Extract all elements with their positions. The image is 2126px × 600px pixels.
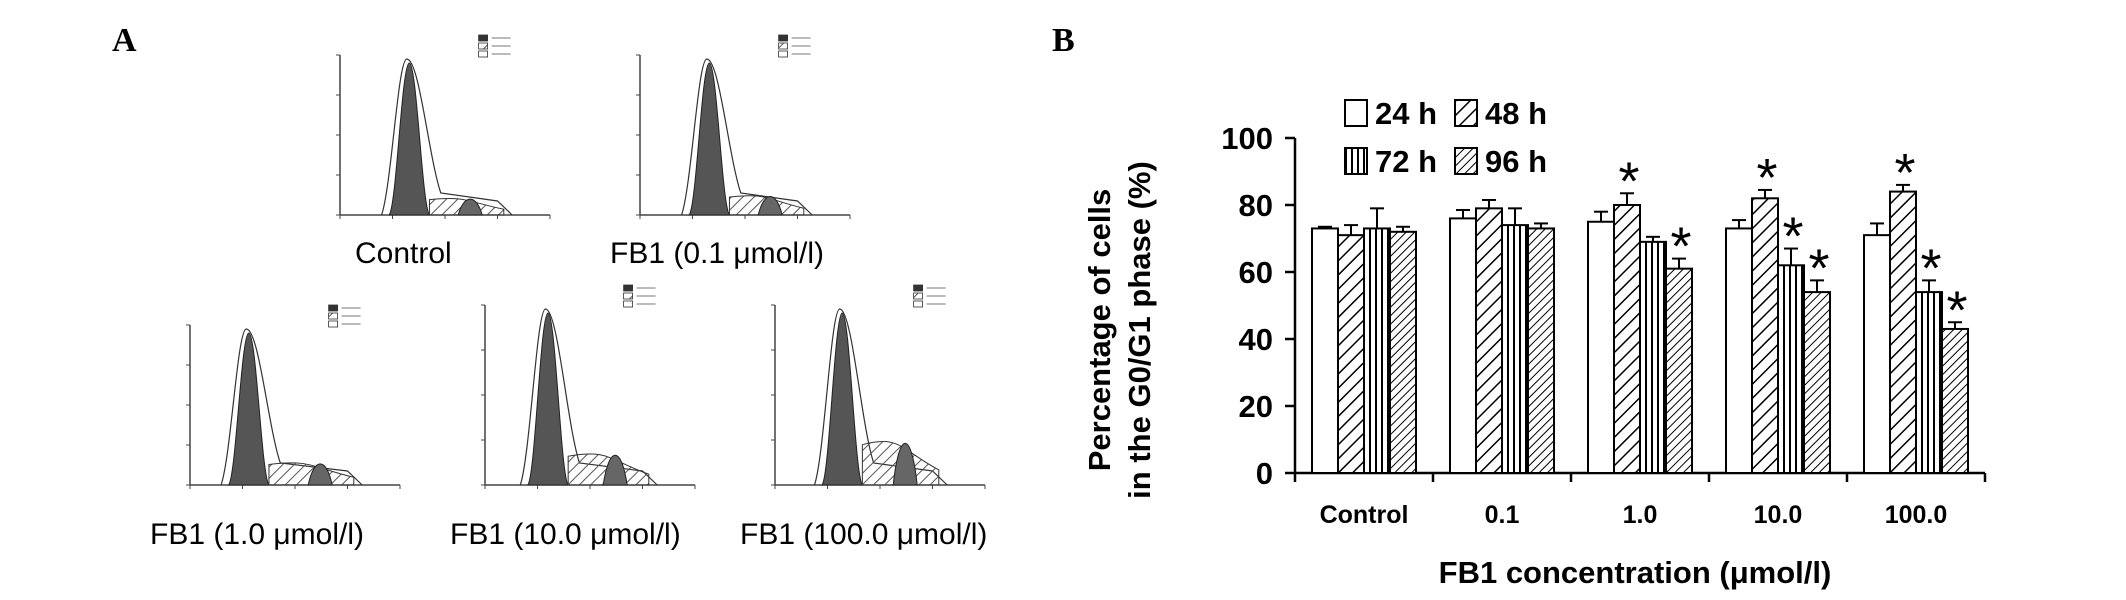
significance-marker: * (1618, 151, 1639, 211)
panel-b-label: B (1052, 22, 1075, 59)
x-tick-label: 1.0 (1623, 501, 1658, 529)
y-axis-label-line-1: Percentage of cells (1082, 189, 1117, 472)
bar (1587, 220, 1615, 474)
legend-swatch (1344, 99, 1368, 127)
bar (1665, 267, 1693, 474)
legend-swatch (1344, 147, 1368, 175)
significance-marker: * (1670, 217, 1691, 277)
significance-marker: * (1920, 238, 1941, 298)
significance-marker: * (1782, 207, 1803, 267)
bar (1527, 227, 1555, 474)
bar (1777, 264, 1805, 474)
y-tick-label: 60 (1239, 255, 1273, 290)
legend-label: 72 h (1375, 144, 1437, 179)
bar (1449, 217, 1477, 474)
x-tick-label: 10.0 (1754, 501, 1803, 529)
histogram-caption-fb1-100-0: FB1 (100.0 μmol/l) (740, 518, 988, 551)
y-tick-label: 40 (1239, 322, 1273, 357)
y-tick-label: 0 (1256, 456, 1273, 491)
histogram-caption-fb1-0-1: FB1 (0.1 μmol/l) (610, 237, 824, 270)
bar (1501, 224, 1529, 474)
bar (1751, 197, 1779, 475)
y-tick-label: 20 (1239, 389, 1273, 424)
legend-label: 96 h (1485, 144, 1547, 179)
histogram-caption-control: Control (355, 237, 452, 270)
histogram-caption-fb1-10-0: FB1 (10.0 μmol/l) (450, 518, 681, 551)
bar (1639, 240, 1667, 474)
y-tick-label: 80 (1239, 188, 1273, 223)
y-axis-label-line-2: in the G0/G1 phase (%) (1122, 161, 1157, 499)
legend-label: 24 h (1375, 96, 1437, 131)
panel-a-label: A (112, 22, 137, 59)
bar (1803, 291, 1831, 474)
x-tick-label: Control (1320, 501, 1409, 529)
histogram-caption-fb1-1-0: FB1 (1.0 μmol/l) (150, 518, 364, 551)
bar (1863, 234, 1891, 474)
y-tick-label: 100 (1221, 121, 1273, 156)
significance-marker: * (1756, 148, 1777, 208)
bar (1337, 234, 1365, 474)
bar (1915, 291, 1943, 474)
significance-marker: * (1894, 143, 1915, 203)
significance-marker: * (1808, 238, 1829, 298)
bar (1941, 327, 1969, 475)
legend-swatch (1454, 147, 1478, 175)
legend-swatch (1454, 99, 1478, 127)
bar (1363, 227, 1391, 474)
x-tick-label: 0.1 (1485, 501, 1520, 529)
x-axis-label: FB1 concentration (μmol/l) (1439, 555, 1832, 590)
legend-label: 48 h (1485, 96, 1547, 131)
bar (1475, 207, 1503, 474)
significance-marker: * (1946, 280, 1967, 340)
bar (1389, 230, 1417, 474)
bar (1725, 227, 1753, 474)
bar (1889, 190, 1917, 474)
x-tick-label: 100.0 (1885, 501, 1948, 529)
bar (1613, 204, 1641, 474)
bar (1311, 227, 1339, 474)
